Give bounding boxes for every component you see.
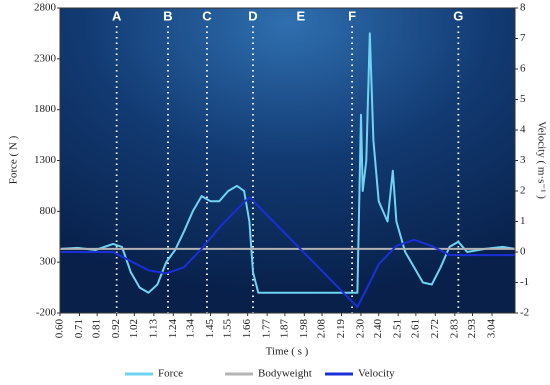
x-tick-label: 1.98 xyxy=(298,319,310,339)
y2-tick-label: 3 xyxy=(520,154,526,166)
y2-tick-label: -1 xyxy=(520,276,529,288)
plot-frame xyxy=(59,7,516,314)
series-line xyxy=(59,32,516,294)
x-axis-label: Time ( s ) xyxy=(266,346,309,358)
y2-tick-label: 4 xyxy=(520,124,526,136)
y-tick-label: 300 xyxy=(40,256,57,268)
x-tick-label: 2.40 xyxy=(372,319,384,339)
y-tick-label: 2300 xyxy=(34,52,57,64)
x-tick-label: 0.92 xyxy=(110,319,122,338)
x-tick-label: 2.93 xyxy=(466,319,478,339)
x-tick-label: 2.83 xyxy=(448,319,460,339)
y2-tick-label: -2 xyxy=(520,307,529,319)
phase-label: C xyxy=(202,8,212,23)
phase-label: D xyxy=(248,8,257,23)
legend-label: Velocity xyxy=(358,368,395,380)
legend-label: Force xyxy=(158,368,183,380)
x-tick-label: 2.08 xyxy=(316,319,328,339)
x-tick-label: 1.24 xyxy=(167,319,179,339)
x-tick-label: 1.77 xyxy=(261,319,273,339)
series-line xyxy=(60,196,515,308)
x-tick-label: 2.30 xyxy=(355,319,367,339)
x-tick-label: 2.51 xyxy=(392,319,404,338)
phase-label: E xyxy=(296,8,305,23)
x-tick-label: 2.72 xyxy=(429,319,441,338)
phase-label: F xyxy=(348,8,356,23)
x-tick-label: 1.45 xyxy=(204,319,216,339)
y-tick-label: 2800 xyxy=(34,2,57,14)
y2-tick-label: 7 xyxy=(520,32,526,44)
y-axis-label: Force ( N ) xyxy=(8,135,20,184)
x-tick-label: 2.61 xyxy=(409,319,421,338)
y2-axis-label: Velocity ( m·s⁻¹ ) xyxy=(535,121,547,199)
plot-background xyxy=(60,8,515,313)
y2-tick-label: 5 xyxy=(520,93,526,105)
y2-tick-label: 6 xyxy=(520,63,526,75)
x-tick-label: 0.71 xyxy=(73,319,85,338)
y2-tick-label: 8 xyxy=(520,2,526,14)
y-tick-label: 1300 xyxy=(34,154,57,166)
x-tick-label: 1.34 xyxy=(185,319,197,339)
x-tick-label: 2.19 xyxy=(335,319,347,339)
phase-label: A xyxy=(112,8,122,23)
y-tick-label: -200 xyxy=(36,307,57,319)
x-tick-label: 1.87 xyxy=(278,319,290,339)
x-tick-label: 1.13 xyxy=(147,319,159,339)
phase-label: B xyxy=(163,8,172,23)
y-tick-label: 1800 xyxy=(34,103,57,115)
y2-tick-label: 0 xyxy=(520,246,526,258)
y-tick-label: 800 xyxy=(40,205,57,217)
y2-tick-label: 2 xyxy=(520,185,526,197)
x-tick-label: 1.02 xyxy=(128,319,140,338)
x-tick-label: 1.66 xyxy=(241,319,253,339)
y2-tick-label: 1 xyxy=(520,215,526,227)
x-tick-label: 0.60 xyxy=(54,319,66,339)
legend-label: Bodyweight xyxy=(258,368,312,380)
x-tick-label: 0.81 xyxy=(91,319,103,338)
x-tick-label: 3.04 xyxy=(486,319,498,339)
phase-label: G xyxy=(453,8,463,23)
x-tick-label: 1.55 xyxy=(222,319,234,339)
